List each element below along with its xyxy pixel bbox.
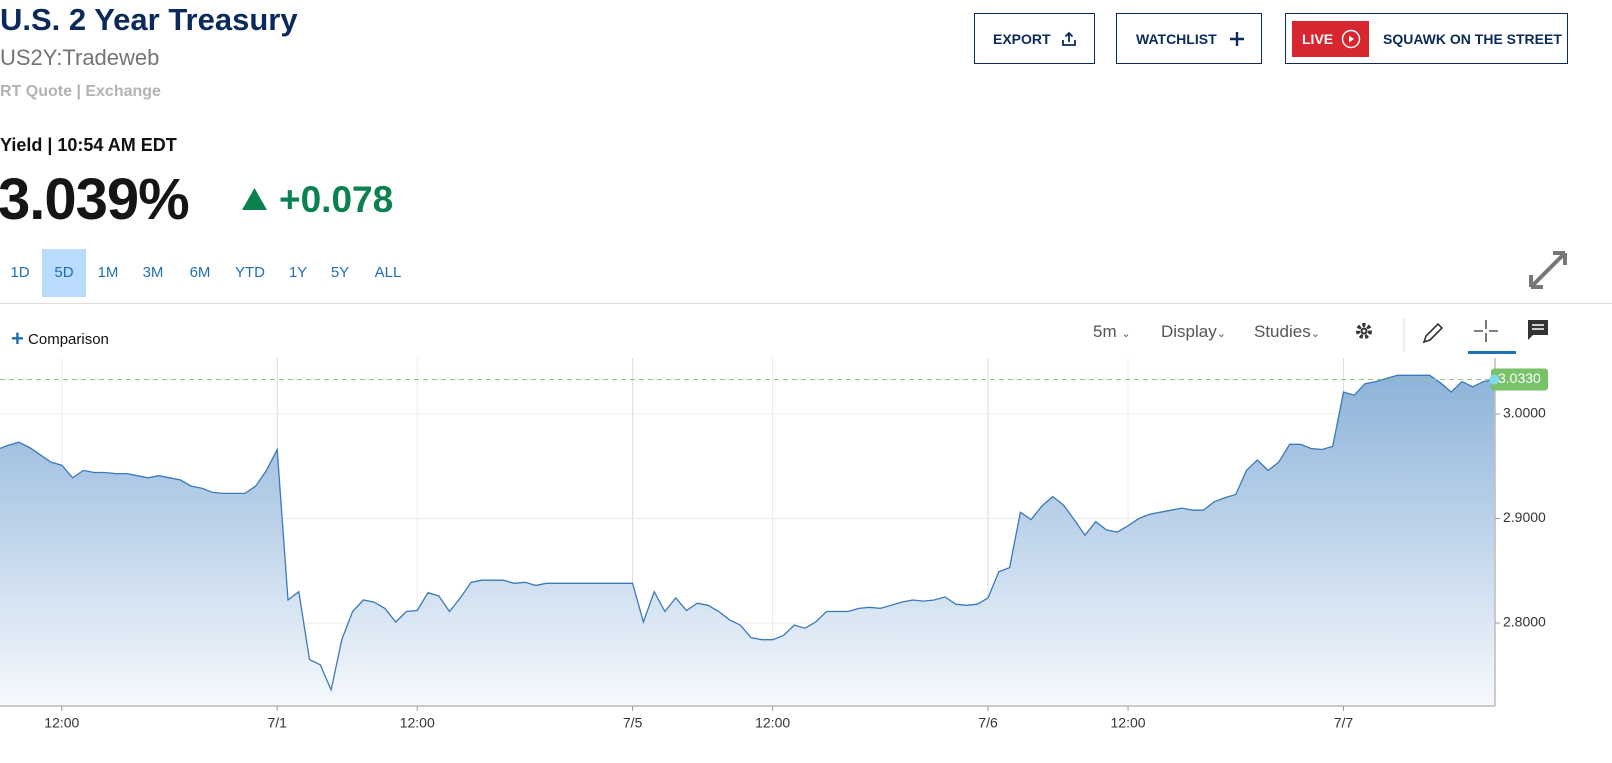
settings-icon[interactable] (1356, 323, 1372, 339)
range-tab[interactable]: 6M (189, 264, 211, 281)
studies-label: Studies (1254, 322, 1311, 341)
range-tab[interactable]: 5D (42, 249, 86, 297)
export-label: EXPORT (993, 30, 1051, 47)
y-tick-label: 2.8000 (1503, 614, 1546, 630)
watchlist-button[interactable]: WATCHLIST (1116, 13, 1262, 64)
range-tab[interactable]: 3M (142, 264, 164, 281)
export-icon (1061, 31, 1076, 46)
show-label: SQUAWK ON THE STREET (1383, 30, 1562, 47)
draw-icon[interactable] (1422, 322, 1444, 344)
x-tick-label: 7/5 (623, 715, 643, 731)
live-badge: LIVE (1292, 20, 1369, 57)
plus-icon (1229, 31, 1244, 46)
display-label: Display (1161, 322, 1217, 341)
range-tab[interactable]: 1Y (288, 264, 308, 281)
studies-menu[interactable]: Studies⌄ (1254, 322, 1320, 341)
live-label: LIVE (1302, 30, 1334, 47)
range-tab[interactable]: ALL (374, 264, 402, 281)
price: 3.039% (0, 167, 190, 232)
last-value-box (1491, 368, 1548, 391)
comment-icon[interactable] (1528, 320, 1548, 340)
range-tab[interactable]: YTD (235, 264, 265, 281)
x-tick-label: 12:00 (400, 715, 435, 731)
comparison-label: Comparison (28, 331, 109, 348)
y-tick-label: 2.9000 (1503, 509, 1546, 525)
watchlist-label: WATCHLIST (1136, 30, 1217, 47)
symbol: US2Y:Tradeweb (0, 45, 160, 70)
range-tab[interactable]: 1D (10, 264, 30, 281)
x-tick-label: 12:00 (44, 715, 79, 731)
tool-icons (1356, 318, 1548, 354)
last-point (1489, 374, 1500, 385)
expand-icon[interactable] (1527, 249, 1569, 291)
quote-label: Yield | 10:54 AM EDT (0, 135, 177, 155)
interval-label: 5m (1093, 322, 1117, 341)
up-arrow (242, 188, 267, 210)
range-tab[interactable]: 1M (97, 264, 119, 281)
comparison-button[interactable]: + Comparison (11, 326, 109, 351)
play-icon (1341, 29, 1361, 48)
live-button[interactable]: LIVE SQUAWK ON THE STREET (1285, 13, 1568, 64)
change: +0.078 (279, 179, 394, 220)
interval-menu[interactable]: 5m ⌄ (1093, 322, 1131, 341)
x-tick-label: 7/6 (978, 715, 998, 731)
y-tick-label: 3.0000 (1503, 405, 1546, 421)
line (0, 374, 1495, 693)
x-tick-label: 12:00 (1111, 715, 1146, 731)
divider (0, 303, 1612, 304)
quote-type: RT Quote | Exchange (0, 83, 161, 100)
x-tick-label: 12:00 (755, 715, 790, 731)
last-value-label: 3.0330 (1498, 370, 1541, 386)
export-button[interactable]: EXPORT (974, 13, 1095, 64)
range-tab[interactable]: 5Y (330, 264, 350, 281)
title: U.S. 2 Year Treasury (0, 2, 298, 37)
display-menu[interactable]: Display⌄ (1161, 322, 1226, 341)
crosshair-icon[interactable] (1474, 320, 1498, 342)
x-tick-label: 7/1 (267, 715, 287, 731)
area (0, 375, 1495, 706)
crosshair-active (1468, 351, 1516, 354)
x-tick-label: 7/7 (1334, 715, 1354, 731)
